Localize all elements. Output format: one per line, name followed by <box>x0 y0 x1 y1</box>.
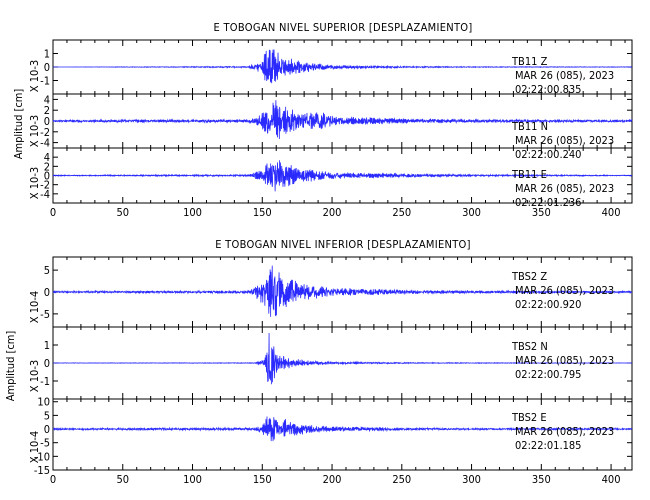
x-tick-label: 0 <box>50 473 56 486</box>
panel-frame <box>52 398 633 471</box>
y-tick-label: 0 <box>44 170 50 183</box>
time-label: 02:22:00.920 <box>515 298 581 311</box>
y-tick-label: -4 <box>40 137 50 150</box>
y-tick-label: 5 <box>44 264 50 277</box>
y-tick-label: 1 <box>44 48 50 61</box>
time-label: 02:22:00.240 <box>515 148 581 161</box>
chart-title-superior: E TOBOGAN NIVEL SUPERIOR [DESPLAZAMIENTO… <box>213 21 472 34</box>
ylabel-superior: Amplitud [cm] <box>12 89 25 160</box>
y-tick-label: 0 <box>44 115 50 128</box>
x-tick-label: 50 <box>116 473 129 486</box>
x-tick-label: 300 <box>462 473 481 486</box>
x-tick-label: 250 <box>392 206 411 219</box>
x-tick-label: 300 <box>462 206 481 219</box>
y-tick-label: -5 <box>40 437 50 450</box>
station-label: TBS2 Z <box>511 270 547 283</box>
x-tick-label: 150 <box>253 473 272 486</box>
scale-label: X 10-4 <box>28 291 41 323</box>
station-label: TBS2 E <box>511 411 547 424</box>
y-tick-label: -10 <box>34 450 50 463</box>
waveform-trace <box>52 160 633 192</box>
station-label: TBS2 N <box>511 340 548 353</box>
scale-label: X 10-4 <box>28 431 41 463</box>
x-tick-label: 0 <box>50 206 56 219</box>
y-tick-label: 4 <box>44 151 50 164</box>
y-tick-label: 5 <box>44 409 50 422</box>
y-tick-label: -15 <box>34 464 50 477</box>
y-tick-label: 2 <box>44 160 50 173</box>
x-tick-label: 200 <box>323 206 342 219</box>
x-tick-label: 100 <box>183 206 202 219</box>
waveform-trace <box>53 49 633 84</box>
time-label: 02:22:01.236 <box>515 196 581 209</box>
x-tick-label: 150 <box>253 206 272 219</box>
date-label: MAR 26 (085), 2023 <box>515 284 614 297</box>
station-label: TB11 E <box>511 168 547 181</box>
y-tick-label: -5 <box>40 308 50 321</box>
y-tick-label: -2 <box>40 179 50 192</box>
waveform-trace <box>52 416 633 442</box>
time-label: 02:22:01.185 <box>515 439 581 452</box>
y-tick-label: 1 <box>44 339 50 352</box>
date-label: MAR 26 (085), 2023 <box>515 425 614 438</box>
y-tick-label: 0 <box>44 423 50 436</box>
x-tick-label: 250 <box>392 473 411 486</box>
y-tick-label: 0 <box>44 286 50 299</box>
station-label: TB11 Z <box>511 55 548 68</box>
x-tick-label: 400 <box>602 473 621 486</box>
x-tick-label: 50 <box>116 206 129 219</box>
scale-label: X 10-3 <box>28 115 41 147</box>
chart-title-inferior: E TOBOGAN NIVEL INFERIOR [DESPLAZAMIENTO… <box>215 238 471 251</box>
waveform-trace <box>52 100 633 140</box>
y-tick-label: -2 <box>40 126 50 139</box>
y-tick-label: 10 <box>37 396 50 409</box>
time-label: 02:22:00.795 <box>515 368 581 381</box>
date-label: MAR 26 (085), 2023 <box>515 182 614 195</box>
scale-label: X 10-3 <box>28 167 41 199</box>
time-label: 02:22:00.835 <box>515 83 581 96</box>
ylabel-inferior: Amplitud [cm] <box>4 331 17 402</box>
y-tick-label: 2 <box>44 104 50 117</box>
y-tick-label: -1 <box>40 375 50 388</box>
x-tick-label: 400 <box>602 206 621 219</box>
x-tick-label: 100 <box>183 473 202 486</box>
y-tick-label: 0 <box>44 61 50 74</box>
scale-label: X 10-3 <box>28 360 41 392</box>
y-tick-label: 4 <box>44 93 50 106</box>
y-tick-label: 0 <box>44 357 50 370</box>
date-label: MAR 26 (085), 2023 <box>515 134 614 147</box>
date-label: MAR 26 (085), 2023 <box>515 69 614 82</box>
y-tick-label: -4 <box>40 188 50 201</box>
station-label: TB11 N <box>511 120 548 133</box>
x-tick-label: 350 <box>532 473 551 486</box>
date-label: MAR 26 (085), 2023 <box>515 354 614 367</box>
waveform-trace <box>52 332 633 385</box>
scale-label: X 10-3 <box>28 60 41 92</box>
x-tick-label: 350 <box>532 206 551 219</box>
y-tick-label: -1 <box>40 75 50 88</box>
x-tick-label: 200 <box>323 473 342 486</box>
waveform-trace <box>52 265 633 317</box>
